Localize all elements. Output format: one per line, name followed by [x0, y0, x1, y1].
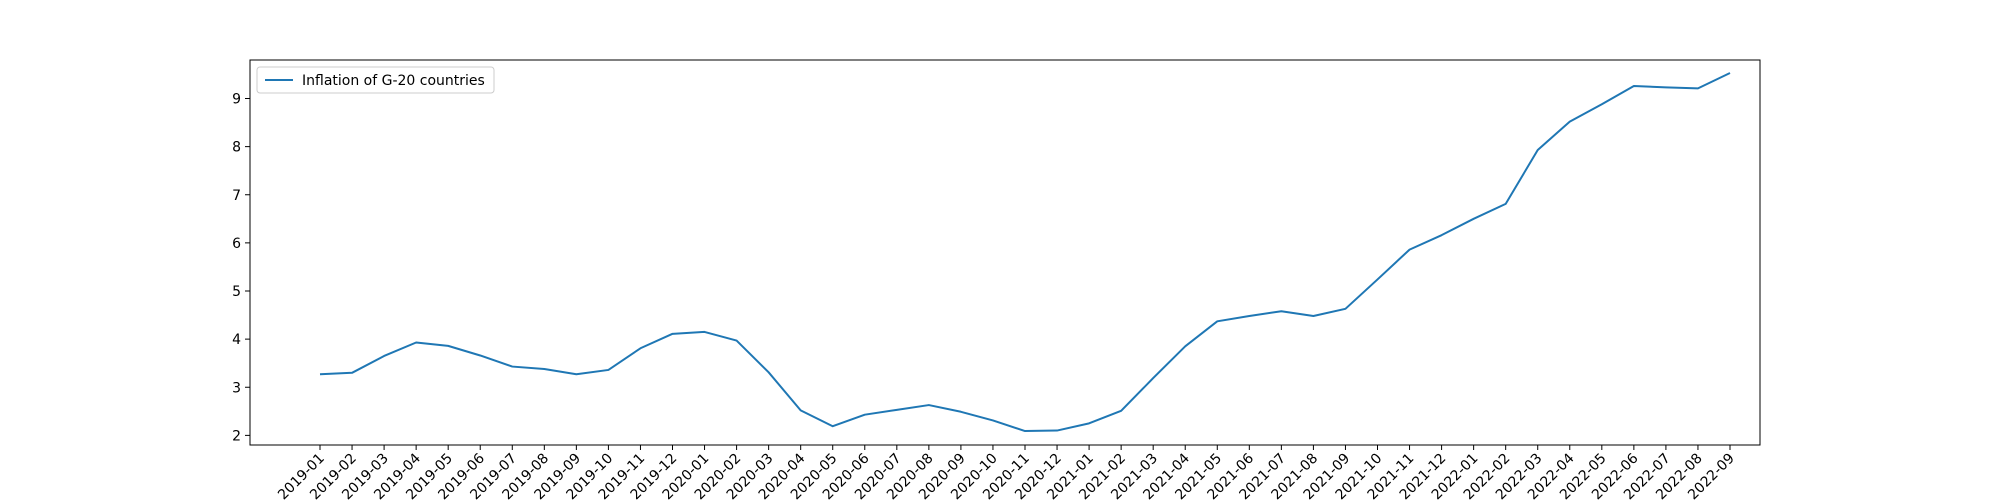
legend: Inflation of G-20 countries: [256, 66, 495, 94]
y-tick-label: 4: [232, 332, 241, 348]
series-line: [319, 72, 1731, 433]
y-tick-label: 9: [232, 92, 241, 108]
y-tick-label: 6: [232, 236, 241, 252]
axis-ticks: 234567892019-012019-022019-032019-042019…: [232, 92, 1738, 500]
y-tick-label: 3: [232, 380, 241, 396]
legend-box: [256, 66, 495, 94]
legend-label: Inflation of G-20 countries: [302, 73, 485, 89]
series-layer: [319, 72, 1731, 433]
y-tick-label: 2: [232, 428, 241, 444]
y-tick-label: 5: [232, 284, 241, 300]
plot-frame: [249, 59, 1761, 446]
y-tick-label: 7: [232, 188, 241, 204]
y-tick-label: 8: [232, 140, 241, 156]
